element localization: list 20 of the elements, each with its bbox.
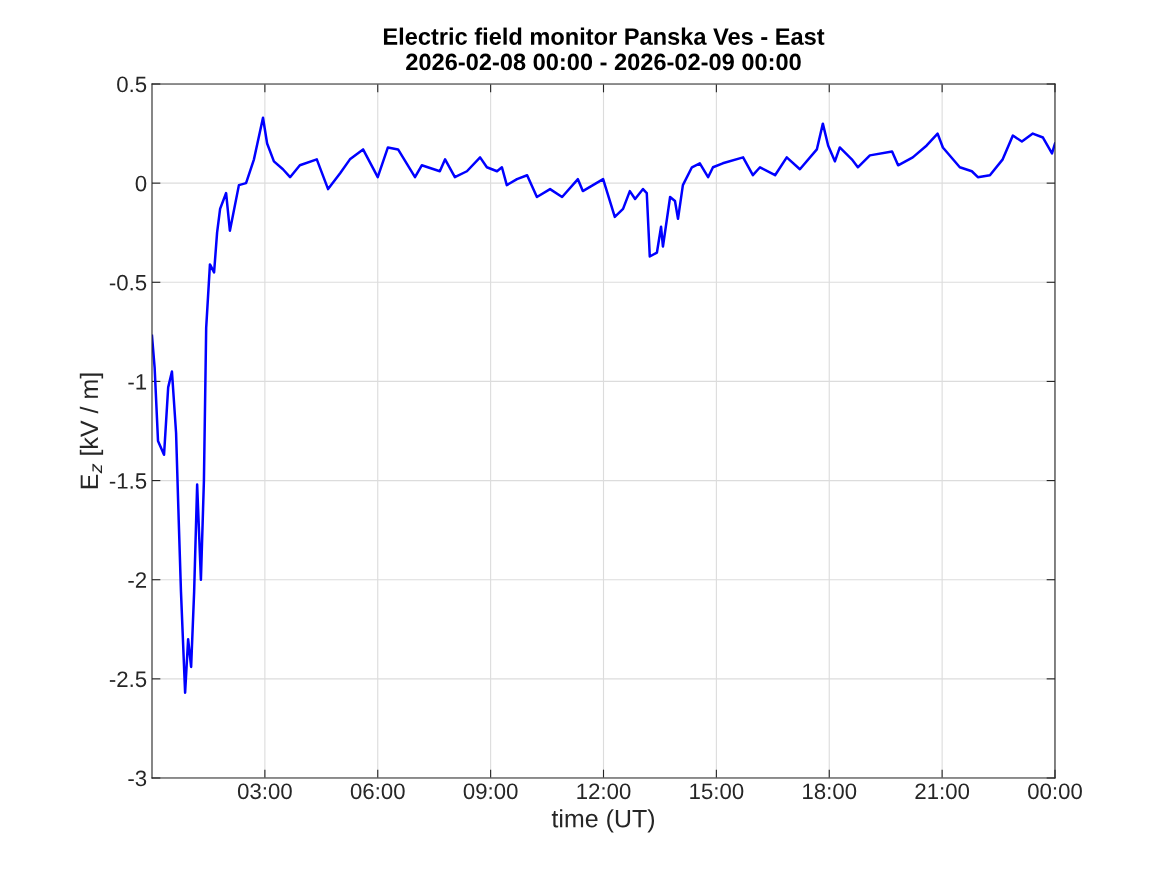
y-tick-label: -2 [128, 572, 147, 588]
x-tick-label: 21:00 [915, 783, 970, 800]
y-tick-label: -3 [128, 770, 147, 787]
y-axis-title: E$_{z}$ [kV / m] [79, 373, 104, 489]
y-tick-label: 0 [135, 175, 147, 192]
y-tick-label: -2.5 [109, 671, 147, 688]
chart-title: Electric field monitor Panska Ves - East 2026-02-08 00:00 - 2026-02-09 00:00 [383, 27, 825, 71]
x-tick-label: 03:00 [237, 783, 292, 800]
y-tick-label: -1.5 [109, 473, 147, 489]
x-tick-label: 18:00 [803, 783, 857, 800]
x-tick-label: 00:00 [1028, 783, 1082, 800]
line-series [152, 116, 1055, 694]
y-tick-label: -1 [128, 374, 147, 390]
x-tick-label: 15:00 [690, 783, 744, 800]
y-tick-label: -0.5 [109, 274, 147, 291]
x-tick-label: 09:00 [463, 783, 518, 800]
x-axis-title: time (UT) [551, 809, 655, 833]
x-tick-label: 06:00 [350, 783, 405, 800]
y-tick-label: 0.5 [117, 76, 147, 93]
x-tick-label: 12:00 [577, 783, 631, 800]
